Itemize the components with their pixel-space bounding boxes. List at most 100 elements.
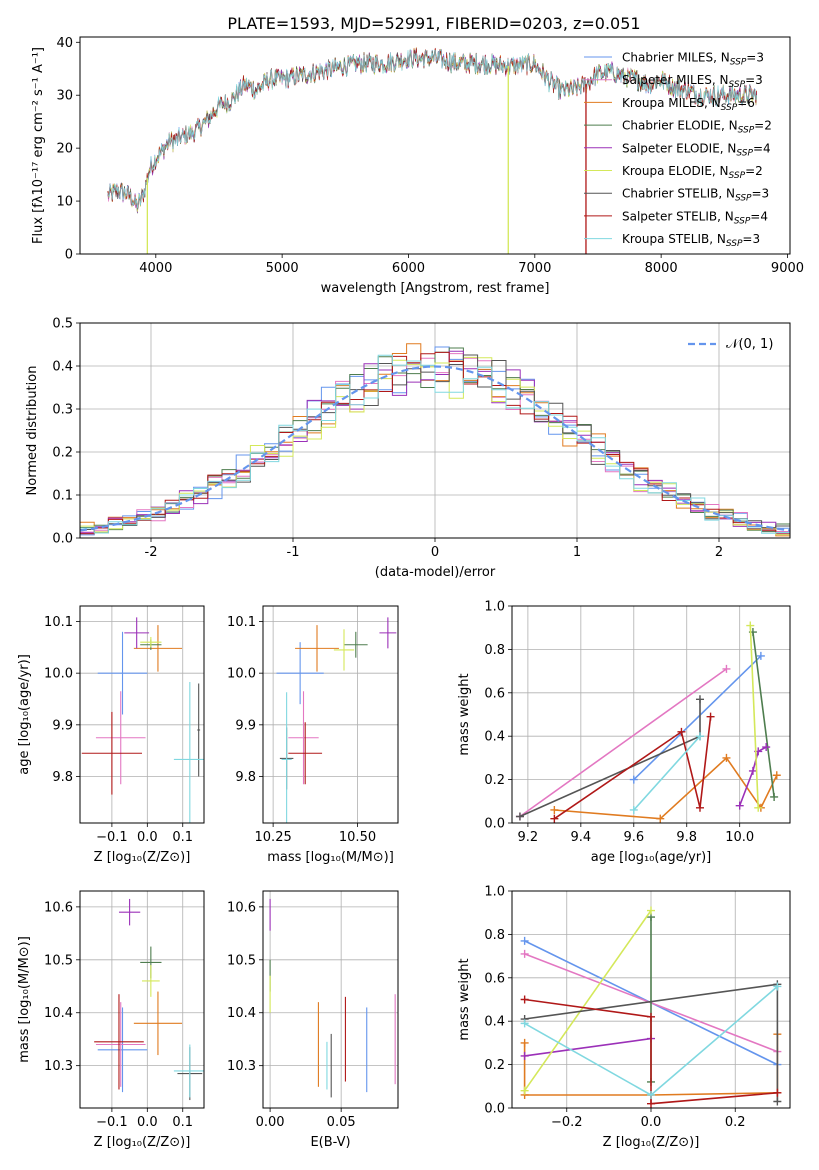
weight-line-kroupa_stelib [633,735,701,811]
weight_vs_age-xtick-label: 9.6 [623,830,644,845]
errorbar-kroupa_elodie [333,629,355,671]
residual_hist-xtick-label: -2 [145,545,158,560]
spectrum-xtick-label: 5000 [266,261,299,276]
spectrum-series-kroupa_stelib [107,48,757,209]
weight_vs_age-plot-area [512,606,790,823]
spectrum-ytick-label: 30 [56,89,73,104]
weight-marker-kroupa_stelib [520,1019,529,1028]
weight-marker-chabrier_miles [520,936,529,945]
weight-line-salpeter_miles [519,668,727,818]
residual_hist-xlabel: (data-model)/error [375,565,496,580]
weight-marker-kroupa_elodie [754,803,763,812]
age_vs_Z-ytick-label: 10.0 [44,667,73,682]
legend-entry-kroupa_miles: Kroupa MILES, NSSP=6 [622,96,755,113]
mass_vs_Z-ytick-label: 10.6 [44,900,73,915]
weight-marker-salpeter_stelib [647,1012,655,1021]
age_vs_Z-ytick-label: 9.8 [52,770,73,785]
panel-mass_vs_Z: −0.1 0.0 0.1 10.3 10.4 10.5 10.6 Z [log₁₀(Z/Z⊙)… [17,890,205,1150]
weight_vs_age-frame [511,605,791,824]
weight_vs_age-ytick-label: 1.0 [484,600,505,615]
errorbar-kroupa_miles [133,625,183,672]
weight-marker-salpeter_elodie [735,801,744,810]
errorbar-kroupa_elodie [142,965,160,997]
errorbar-salpeter_elodie [118,898,141,926]
weight_vs_age-xtick-label: 10.0 [725,830,754,845]
errorbar-chabrier_elodie [344,631,368,658]
errorbar-chabrier_miles [97,1007,148,1093]
spectrum-xtick-label: 8000 [645,261,678,276]
errorbar-salpeter_stelib [288,722,323,785]
age_vs_Z-ytick-label: 9.9 [52,718,73,733]
spectrum-ytick-label: 40 [56,36,73,51]
legend-entry-kroupa_elodie: Kroupa ELODIE, NSSP=2 [622,164,763,181]
weight-marker-kroupa_elodie [746,621,755,630]
spectrum-xtick-label: 9000 [771,261,804,276]
residual_hist-ytick-label: 0.2 [52,446,73,461]
weight-marker-kroupa_miles [656,814,665,823]
spectrum-legend: Chabrier MILES, NSSP=3 Salpeter MILES, NS… [584,51,772,249]
age_vs_mass-ytick-label: 9.8 [235,770,256,785]
spectrum-plot-area [107,47,757,254]
weight-line-salpeter_elodie [524,1037,652,1057]
mass_vs_Z-ytick-label: 10.5 [44,953,73,968]
spectrum-ytick-label: 20 [56,142,73,157]
residual_hist-ylabel: Normed distribution [25,366,40,496]
weight-marker-chabrier_stelib [773,1097,782,1106]
mass_vs_ebv-ytick-label: 10.5 [227,953,256,968]
weight_vs_age-xlabel: age [log₁₀(age/yr)] [591,850,712,865]
weight-marker-kroupa_miles [520,1038,529,1047]
residual_hist-xtick-label: 0 [431,545,439,560]
weight_vs_Z-xtick-label: 0.2 [725,1115,746,1130]
weight-marker-kroupa_miles [772,771,781,780]
mass_vs_ebv-xtick-label: 0.00 [256,1115,285,1130]
weight-line-salpeter_stelib [524,998,778,1105]
panel-mass_vs_ebv: 0.00 0.05 10.3 10.4 10.5 10.6 E(B-V) [227,890,399,1150]
residual_hist-frame [79,322,791,539]
errorbar-salpeter_miles [288,691,319,785]
errorbar-salpeter_stelib [81,711,142,795]
weight-marker-salpeter_stelib [695,803,704,812]
mass_vs_ebv-ytick-label: 10.6 [227,900,256,915]
weight-marker-kroupa_miles [722,753,731,762]
spectrum-xtick-label: 6000 [392,261,425,276]
weight_vs_Z-ytick-label: 0.6 [484,971,505,986]
weight_vs_Z-xtick-label: −0.2 [551,1115,583,1130]
residual_hist-xtick-label: 1 [573,545,581,560]
mass_vs_Z-xtick-label: 0.0 [137,1115,158,1130]
age_vs_Z-xtick-label: 0.0 [137,830,158,845]
age_vs_mass-xlabel: mass [log₁₀(M/M⊙)] [267,850,394,865]
legend-entry-chabrier_stelib: Chabrier STELIB, NSSP=3 [622,187,769,204]
age_vs_Z-frame [79,605,205,824]
weight-marker-kroupa_stelib [629,805,638,814]
age_vs_Z-plot-area [80,606,204,823]
weight-line-kroupa_miles [554,756,778,820]
errorbar-kroupa_elodie [140,637,162,648]
age_vs_mass-ytick-label: 10.1 [227,615,256,630]
errorbar-kroupa_stelib [173,1044,204,1098]
weight-marker-salpeter_elodie [520,1051,529,1060]
weight-marker-chabrier_elodie [770,792,779,801]
errorbar-salpeter_stelib [94,994,144,1090]
weight_vs_Z-xtick-label: 0.0 [641,1115,662,1130]
legend-entry-salpeter_elodie: Salpeter ELODIE, NSSP=4 [622,141,771,158]
weight-line-chabrier_stelib [519,699,701,818]
panel-residual_hist: -2 -1 0 1 2 0.0 0.1 0.2 0.3 0.4 0.5 (data-model)/er… [25,317,791,580]
age_vs_mass-plot-area [263,606,398,823]
age_vs_mass-xtick-label: 10.50 [339,830,376,845]
weight_vs_Z-frame [511,890,791,1109]
mass_vs_ebv-xlabel: E(B-V) [310,1135,350,1150]
weight-marker-chabrier_stelib [695,695,704,704]
hist-series-salpeter_stelib [80,351,790,535]
weight_vs_age-ytick-label: 0.0 [484,817,505,832]
errorbar-chabrier_stelib [197,683,201,777]
residual_hist-xtick-label: -1 [287,545,300,560]
age_vs_mass-frame [262,605,399,824]
weight-marker-salpeter_stelib [647,1099,655,1108]
weight-marker-kroupa_stelib [773,982,782,991]
errorbar-kroupa_miles [295,625,339,672]
mass_vs_Z-xtick-label: −0.1 [96,1115,128,1130]
errorbar-chabrier_miles [276,642,324,705]
age_vs_Z-xtick-label: 0.1 [172,830,193,845]
mass_vs_ebv-frame [262,890,399,1109]
